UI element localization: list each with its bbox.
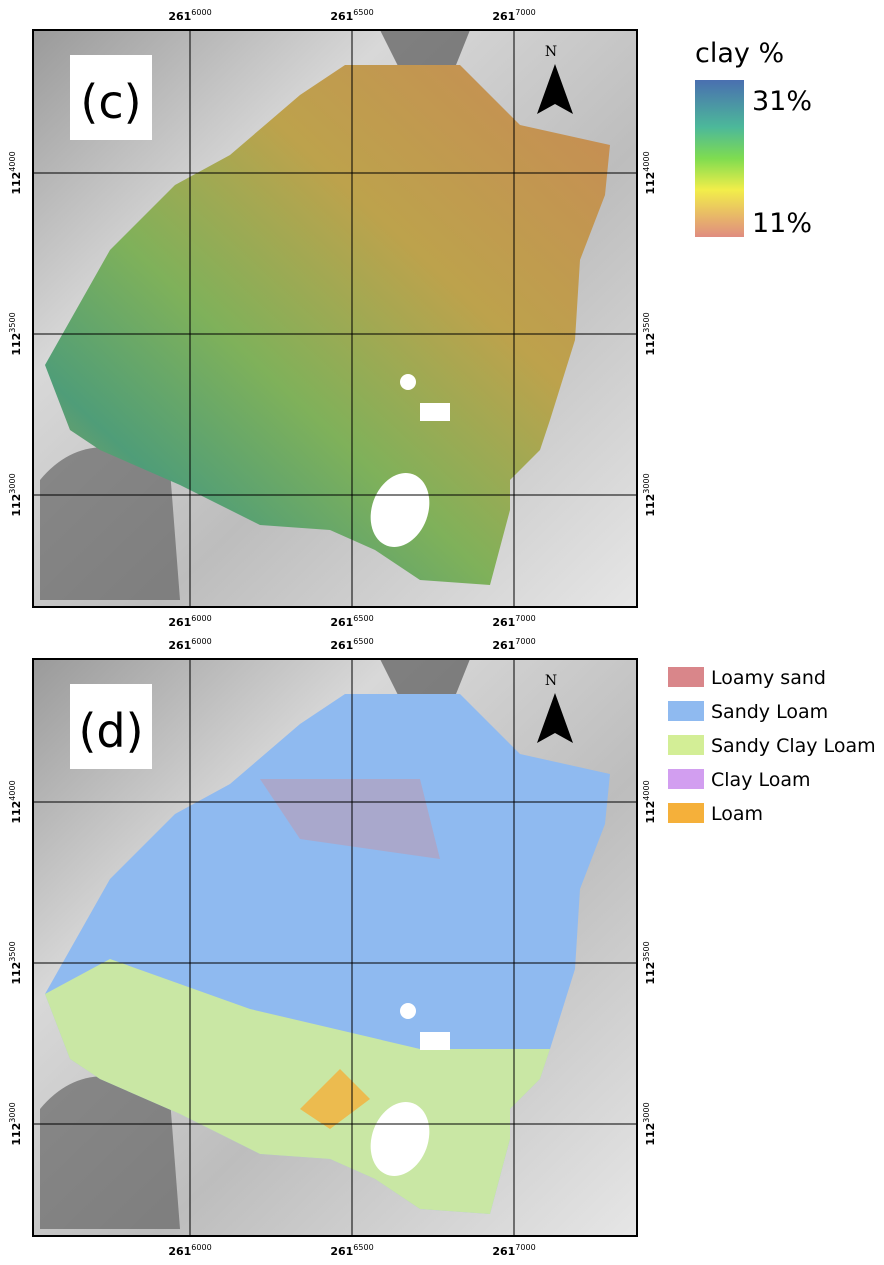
coordinate-base: 112 [644, 494, 657, 517]
coordinate-base: 261 [168, 1245, 191, 1258]
coordinate-exponent: 6500 [353, 1243, 373, 1252]
coordinate-base: 261 [492, 639, 515, 652]
coordinate-base: 112 [10, 1123, 23, 1146]
coordinate-exponent: 3000 [642, 1102, 651, 1122]
coordinate-base: 112 [10, 801, 23, 824]
coordinate-label: 1123000 [8, 1102, 23, 1145]
legend-swatch [668, 701, 704, 721]
coordinate-label: 2617000 [492, 637, 535, 652]
coordinate-label: 2616000 [168, 614, 211, 629]
coordinate-exponent: 6000 [191, 8, 211, 17]
legend-title: clay % [695, 38, 784, 69]
lake [400, 374, 416, 390]
coordinate-base: 261 [492, 10, 515, 23]
coordinate-label: 2616500 [330, 1243, 373, 1258]
coordinate-exponent: 7000 [515, 637, 535, 646]
coordinate-base: 261 [168, 616, 191, 629]
coordinate-exponent: 3500 [642, 941, 651, 961]
legend-swatch [668, 803, 704, 823]
figure: (c)N261600026160002616500261650026170002… [0, 0, 884, 1265]
legend-label: Loamy sand [711, 667, 826, 689]
coordinate-label: 2616500 [330, 8, 373, 23]
coordinate-label: 1123500 [8, 941, 23, 984]
coordinate-base: 112 [644, 1123, 657, 1146]
coordinate-base: 112 [644, 962, 657, 985]
coordinate-exponent: 6000 [191, 1243, 211, 1252]
color-ramp [695, 80, 744, 237]
lake [420, 403, 450, 421]
coordinate-base: 112 [644, 172, 657, 195]
coordinate-base: 112 [10, 494, 23, 517]
coordinate-base: 112 [10, 172, 23, 195]
coordinate-label: 2617000 [492, 614, 535, 629]
coordinate-exponent: 4000 [642, 780, 651, 800]
coordinate-exponent: 4000 [8, 151, 17, 171]
coordinate-label: 1123000 [642, 1102, 657, 1145]
legend-label: Sandy Clay Loam [711, 735, 876, 757]
map-panel: (d)N261600026160002616500261650026170002… [8, 637, 657, 1258]
lake [400, 1003, 416, 1019]
coordinate-exponent: 3000 [8, 473, 17, 493]
coordinate-exponent: 3000 [8, 1102, 17, 1122]
coordinate-label: 2616000 [168, 1243, 211, 1258]
coordinate-base: 261 [492, 1245, 515, 1258]
legend-min: 11% [752, 208, 812, 239]
coordinate-base: 261 [330, 639, 353, 652]
coordinate-exponent: 3500 [8, 941, 17, 961]
coordinate-base: 261 [330, 1245, 353, 1258]
coordinate-label: 2616500 [330, 614, 373, 629]
coordinate-exponent: 4000 [8, 780, 17, 800]
coordinate-label: 2617000 [492, 8, 535, 23]
coordinate-base: 261 [168, 639, 191, 652]
north-label: N [545, 673, 557, 689]
coordinate-exponent: 6000 [191, 637, 211, 646]
legend-swatch [668, 735, 704, 755]
coordinate-base: 261 [330, 10, 353, 23]
coordinate-exponent: 6500 [353, 614, 373, 623]
legend-label: Clay Loam [711, 769, 811, 791]
coordinate-label: 2616000 [168, 8, 211, 23]
legend-label: Loam [711, 803, 763, 825]
legend-swatch [668, 769, 704, 789]
coordinate-label: 1124000 [642, 151, 657, 194]
coordinate-exponent: 3000 [642, 473, 651, 493]
coordinate-label: 1123500 [642, 312, 657, 355]
coordinate-label: 2616500 [330, 637, 373, 652]
legend-max: 31% [752, 86, 812, 117]
coordinate-label: 1123000 [642, 473, 657, 516]
coordinate-label: 1123000 [8, 473, 23, 516]
coordinate-base: 261 [492, 616, 515, 629]
lake [420, 1032, 450, 1050]
map-panel: (c)N261600026160002616500261650026170002… [8, 8, 657, 629]
legend-label: Sandy Loam [711, 701, 828, 723]
coordinate-exponent: 7000 [515, 614, 535, 623]
coordinate-exponent: 3500 [642, 312, 651, 332]
coordinate-label: 2616000 [168, 637, 211, 652]
coordinate-label: 1124000 [8, 780, 23, 823]
coordinate-label: 1123500 [642, 941, 657, 984]
coordinate-base: 112 [10, 962, 23, 985]
panel-label: (d) [78, 704, 143, 758]
panel-label: (c) [80, 75, 141, 129]
coordinate-label: 1123500 [8, 312, 23, 355]
coordinate-exponent: 6500 [353, 8, 373, 17]
coordinate-base: 112 [644, 333, 657, 356]
coordinate-base: 261 [168, 10, 191, 23]
coordinate-exponent: 4000 [642, 151, 651, 171]
coordinate-base: 261 [330, 616, 353, 629]
coordinate-label: 2617000 [492, 1243, 535, 1258]
coordinate-exponent: 7000 [515, 1243, 535, 1252]
coordinate-exponent: 3500 [8, 312, 17, 332]
coordinate-exponent: 6500 [353, 637, 373, 646]
coordinate-base: 112 [644, 801, 657, 824]
legend-swatch [668, 667, 704, 687]
coordinate-exponent: 6000 [191, 614, 211, 623]
coordinate-base: 112 [10, 333, 23, 356]
north-label: N [545, 44, 557, 60]
coordinate-label: 1124000 [8, 151, 23, 194]
coordinate-label: 1124000 [642, 780, 657, 823]
coordinate-exponent: 7000 [515, 8, 535, 17]
